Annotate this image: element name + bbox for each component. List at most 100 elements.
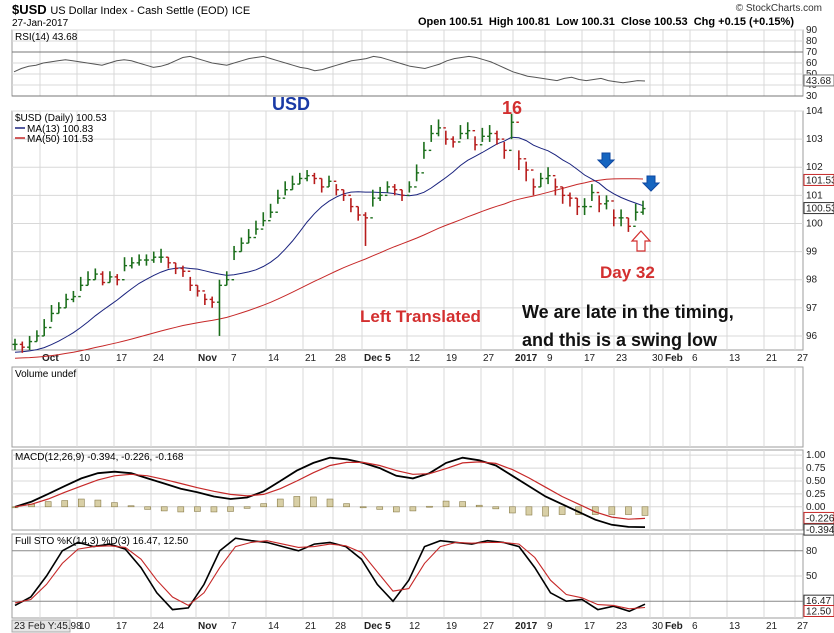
sto-tick-label: 80 [806, 546, 818, 557]
price-bar [333, 180, 339, 196]
x-tick-label: 28 [335, 353, 347, 364]
sto-tick-label: 50 [806, 571, 818, 582]
x-tick-label: 2017 [515, 621, 538, 632]
price-bar [224, 271, 230, 287]
macd-histogram-bar [542, 506, 549, 517]
rsi-tick-label: 30 [806, 91, 818, 102]
rsi-tick-label: 80 [806, 36, 818, 47]
price-bar [428, 125, 434, 152]
price-bar [341, 189, 347, 201]
price-bar [552, 174, 558, 196]
macd-histogram-bar [641, 506, 649, 516]
macd-histogram-bar [144, 506, 151, 510]
rsi-tick-label: 70 [806, 47, 818, 58]
rsi-panel-label: RSI(14) 43.68 [15, 32, 78, 43]
price-bar [640, 200, 646, 215]
price-bar [260, 212, 266, 230]
price-bar [611, 200, 617, 227]
price-bar [173, 262, 179, 275]
macd-histogram-bar [260, 503, 267, 508]
annotation-left-translated: Left Translated [360, 307, 481, 326]
x-tick-label: 27 [483, 353, 495, 364]
price-bar [567, 192, 573, 207]
price-bar [209, 296, 215, 308]
price-tick-label: 97 [806, 303, 818, 314]
price-bar [406, 181, 412, 197]
macd-histogram-bar [625, 506, 632, 515]
macd-line-macd [14, 456, 646, 528]
macd-signal-last-box [803, 511, 834, 524]
rsi-tick-label: 60 [806, 58, 818, 69]
price-bar [187, 270, 193, 291]
x-tick-label: Nov [198, 353, 217, 364]
macd-tick-label: 1.00 [806, 450, 826, 461]
macd-histogram-bar [94, 499, 102, 508]
annotation-peak: 16 [502, 98, 522, 118]
price-bar [195, 284, 201, 297]
price-bar [70, 290, 76, 303]
price-bar [560, 186, 566, 204]
macd-histogram-bar [194, 506, 201, 512]
legend-ma13: MA(13) 100.83 [27, 124, 94, 135]
x-tick-label: 30 [652, 621, 664, 632]
sto-d-last-label: 12.50 [806, 607, 831, 618]
price-bar [363, 212, 369, 246]
price-tick-label: 98 [806, 275, 818, 286]
price-bar [275, 189, 281, 213]
volume-panel-label: Volume undef [15, 369, 76, 380]
annotation-day: Day 32 [600, 263, 655, 282]
macd-line-signal [14, 461, 646, 520]
x-tick-label: 10 [79, 353, 91, 364]
price-bar [289, 175, 295, 191]
price-bar [414, 164, 420, 188]
price-bar [421, 141, 427, 174]
x-tick-label: 21 [766, 621, 778, 632]
price-tick-label: 96 [806, 331, 818, 342]
price-tick-label: 104 [806, 106, 823, 117]
x-tick-label: 17 [584, 621, 596, 632]
price-bar [246, 229, 252, 244]
macd-tick-label: 0.50 [806, 476, 826, 487]
price-bar [231, 245, 237, 281]
price-bar [63, 293, 69, 309]
x-tick-label: 27 [797, 621, 809, 632]
macd-histogram-bar [61, 500, 69, 508]
x-tick-label: 27 [483, 621, 495, 632]
price-bar [165, 256, 171, 269]
down-arrow-icon [641, 175, 661, 192]
price-bar [85, 271, 91, 287]
copyright[interactable]: © StockCharts.com [735, 3, 822, 14]
x-tick-label: 28 [335, 621, 347, 632]
x-tick-label: 14 [268, 353, 280, 364]
ohlc-readout: Open 100.51 High 100.81 Low 100.31 Close… [417, 16, 794, 28]
macd-histogram-bar [111, 502, 118, 508]
price-bar [487, 125, 493, 142]
price-bar [92, 268, 98, 281]
price-tick-label: 103 [806, 134, 823, 145]
x-tick-label: 12 [409, 353, 421, 364]
macd-histogram-bar [160, 506, 168, 512]
rsi-line [13, 55, 646, 84]
macd-histogram-bar [210, 506, 218, 513]
price-bar [538, 172, 544, 188]
x-tick-label: 9 [547, 621, 553, 632]
macd-histogram-bar [409, 506, 417, 512]
price-bar [238, 237, 244, 253]
sto-line-k [14, 537, 646, 613]
macd-histogram-bar [293, 496, 301, 508]
annotation-note-line2: and this is a swing low [522, 330, 718, 350]
macd-histogram-bar [310, 496, 317, 508]
cursor-readout-box [11, 619, 71, 633]
symbol-name: US Dollar Index - Cash Settle (EOD) [50, 5, 229, 17]
macd-histogram-bar [376, 506, 384, 510]
macd-histogram-bar [393, 506, 400, 513]
price-bar [633, 203, 639, 227]
macd-histogram-bar [525, 506, 533, 516]
price-bar [114, 274, 120, 286]
x-tick-label: 2017 [515, 353, 538, 364]
price-bar [618, 209, 624, 227]
x-tick-label: Dec 5 [364, 621, 391, 632]
x-tick-label: 13 [729, 621, 741, 632]
price-bar [501, 138, 507, 159]
x-tick-label: 21 [305, 621, 317, 632]
